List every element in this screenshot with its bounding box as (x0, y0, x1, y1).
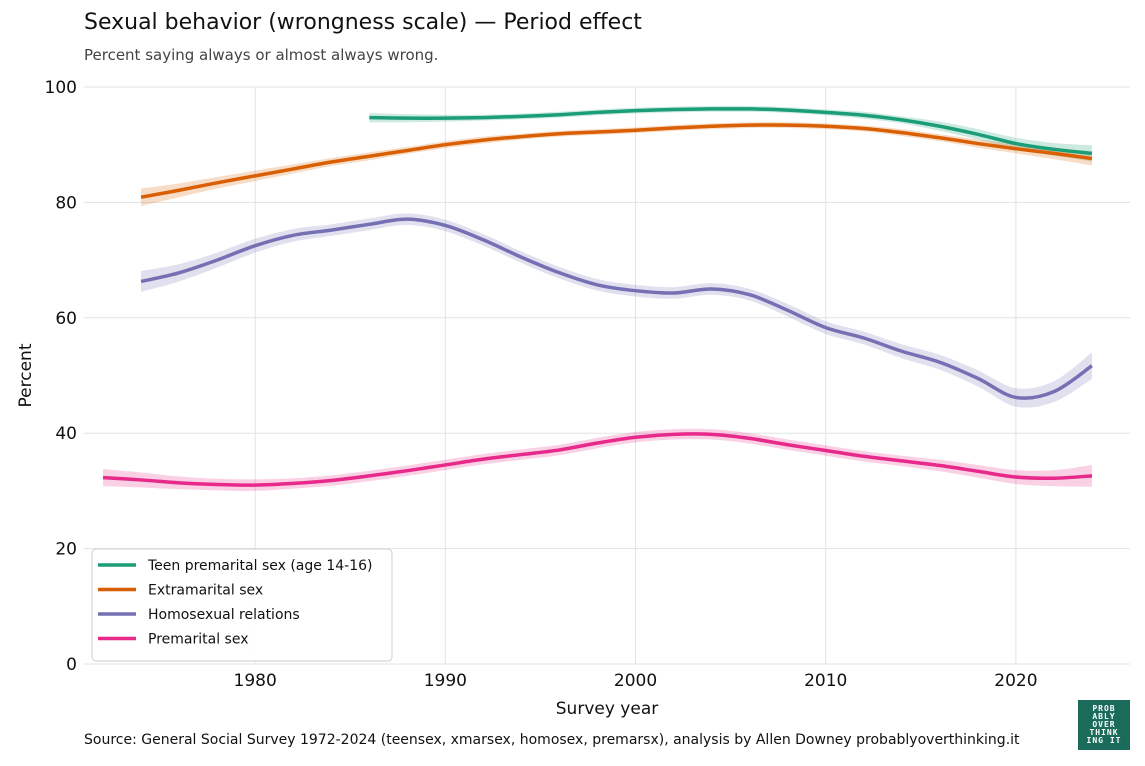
y-tick-label: 0 (66, 655, 77, 675)
legend-label: Premarital sex (148, 632, 248, 648)
legend-box (91, 548, 393, 662)
logo-line: ING IT (1086, 736, 1122, 745)
logo-line: ABLY (1092, 712, 1116, 721)
x-tick-label: 2010 (804, 671, 847, 691)
x-tick-label: 2000 (614, 671, 657, 691)
y-tick-label: 80 (55, 193, 77, 213)
site-logo[interactable]: PROB ABLY OVER THINK ING IT (1078, 700, 1130, 750)
logo-line: OVER (1092, 720, 1116, 729)
chart-subtitle: Percent saying always or almost always w… (84, 46, 439, 64)
legend: Teen premarital sex (age 14-16) Extramari… (91, 548, 393, 662)
y-tick-label: 100 (45, 78, 77, 98)
series-line (102, 432, 1093, 487)
y-tick-label: 40 (55, 424, 77, 444)
y-tick-label: 20 (55, 540, 77, 560)
legend-label: Teen premarital sex (age 14-16) (147, 558, 372, 574)
confidence-band (103, 428, 1092, 491)
x-tick-label: 1990 (424, 671, 467, 691)
confidence-band (141, 122, 1092, 206)
chart-title: Sexual behavior (wrongness scale) — Peri… (84, 10, 642, 35)
confidence-band (369, 105, 1092, 162)
x-axis-label: Survey year (556, 699, 658, 719)
y-tick-label: 60 (55, 309, 77, 329)
legend-label: Extramarital sex (148, 583, 263, 599)
x-tick-label: 1980 (234, 671, 277, 691)
logo-line: THINK (1089, 728, 1119, 737)
source-note: Source: General Social Survey 1972-2024 … (84, 732, 1020, 748)
series-line (369, 107, 1093, 156)
legend-label: Homosexual relations (148, 607, 300, 623)
confidence-band (141, 213, 1092, 408)
y-axis-label: Percent (16, 343, 36, 407)
series-line (140, 217, 1093, 400)
x-tick-label: 2020 (994, 671, 1037, 691)
series-line (140, 123, 1093, 199)
logo-line: PROB (1092, 704, 1116, 713)
